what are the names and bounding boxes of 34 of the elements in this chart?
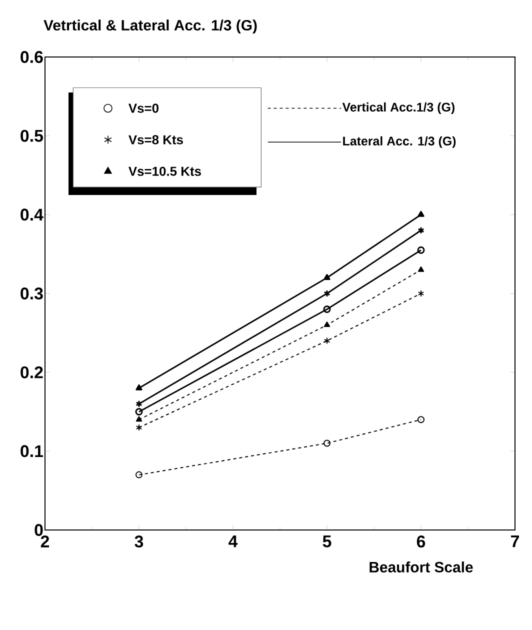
x-tick-label: 5 (322, 536, 332, 548)
point (323, 306, 331, 314)
chart-title: Vetrtical & Lateral Acc. 1/3 (G) (44, 20, 257, 34)
point (136, 424, 142, 432)
x-axis-title: Beaufort Scale (370, 562, 473, 572)
x-tick-label: 7 (511, 536, 519, 548)
point (324, 290, 330, 298)
point (418, 210, 424, 217)
legend-label: Vs=8 Kts (128, 135, 183, 144)
legend-label: Vs=0 (128, 104, 158, 113)
x-tick-label: 6 (416, 536, 426, 548)
x-tick-label: 2 (40, 536, 50, 548)
y-tick-label: 0 (34, 524, 43, 536)
point (324, 274, 330, 280)
point (417, 416, 424, 424)
point (136, 384, 142, 390)
y-tick-label: 0.6 (20, 51, 43, 63)
y-tick-label: 0.5 (20, 130, 44, 142)
point (136, 416, 142, 422)
legend-label: Vs=10.5 Kts (128, 166, 201, 176)
point (324, 337, 330, 344)
x-tick-label: 4 (228, 536, 238, 548)
annotation: Lateral Acc. 1/3 (G) (343, 136, 456, 148)
point (136, 471, 142, 478)
x-tick-label: 3 (134, 536, 144, 548)
point (418, 290, 424, 297)
point (418, 266, 424, 272)
annotation: Vertical Acc.1/3 (G) (342, 102, 454, 114)
point (324, 322, 330, 328)
y-tick-label: 0.1 (20, 445, 44, 458)
y-tick-label: 0.3 (20, 287, 43, 300)
y-tick-label: 0.2 (20, 366, 43, 378)
y-tick-label: 0.4 (20, 208, 44, 221)
point (323, 440, 330, 447)
